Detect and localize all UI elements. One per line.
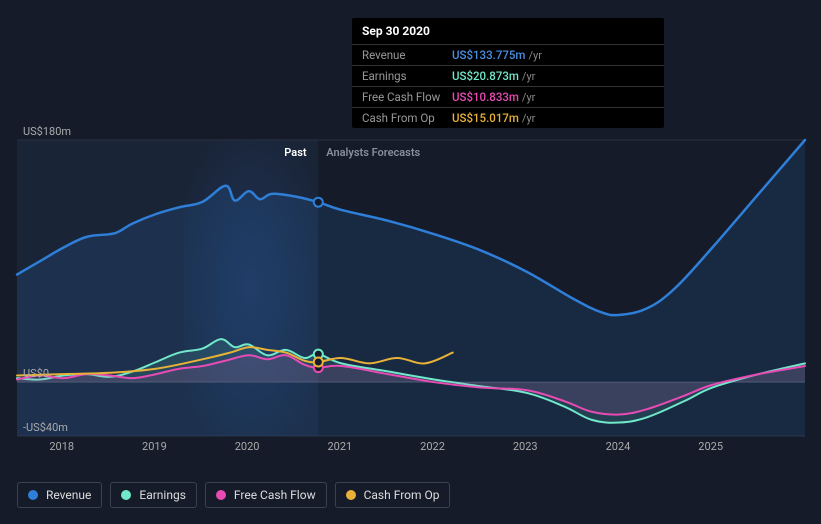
legend-swatch [121, 490, 131, 500]
legend-swatch [346, 490, 356, 500]
x-axis-label: 2018 [49, 440, 74, 453]
legend-label: Free Cash Flow [234, 488, 316, 502]
tooltip-row-label: Free Cash Flow [362, 90, 452, 104]
tooltip-row-value: US$15.017m [452, 111, 519, 125]
legend-item-earnings[interactable]: Earnings [110, 482, 197, 508]
tooltip-row: RevenueUS$133.775m/yr [352, 44, 664, 65]
tooltip-row: EarningsUS$20.873m/yr [352, 65, 664, 86]
hover-tooltip: Sep 30 2020 RevenueUS$133.775m/yrEarning… [352, 18, 664, 128]
tooltip-row-unit: /yr [528, 49, 541, 62]
y-axis-label: US$180m [23, 125, 71, 138]
forecast-label: Analysts Forecasts [326, 146, 420, 159]
x-axis-label: 2025 [698, 440, 723, 453]
x-axis-label: 2024 [606, 440, 631, 453]
tooltip-row-label: Revenue [362, 48, 452, 62]
legend-label: Earnings [139, 488, 186, 502]
legend-swatch [216, 490, 226, 500]
x-axis-label: 2021 [327, 440, 352, 453]
legend-label: Revenue [46, 488, 91, 502]
legend-swatch [28, 490, 38, 500]
y-axis-label: US$0 [23, 367, 49, 380]
tooltip-row-label: Cash From Op [362, 111, 452, 125]
legend-item-free-cash-flow[interactable]: Free Cash Flow [205, 482, 327, 508]
legend: Revenue Earnings Free Cash Flow Cash From O… [17, 482, 450, 508]
y-axis-label: -US$40m [23, 421, 68, 434]
tooltip-row: Cash From OpUS$15.017m/yr [352, 107, 664, 128]
tooltip-row-unit: /yr [522, 112, 535, 125]
tooltip-row-unit: /yr [522, 91, 535, 104]
tooltip-row-label: Earnings [362, 69, 452, 83]
tooltip-row-value: US$20.873m [452, 69, 519, 83]
x-axis-label: 2020 [235, 440, 260, 453]
x-axis-label: 2023 [513, 440, 538, 453]
tooltip-row-value: US$10.833m [452, 90, 519, 104]
past-label: Past [284, 146, 306, 159]
tooltip-row-value: US$133.775m [452, 48, 525, 62]
tooltip-row-unit: /yr [522, 70, 535, 83]
legend-item-revenue[interactable]: Revenue [17, 482, 102, 508]
tooltip-row: Free Cash FlowUS$10.833m/yr [352, 86, 664, 107]
legend-label: Cash From Op [364, 488, 440, 502]
legend-item-cash-from-op[interactable]: Cash From Op [335, 482, 451, 508]
tooltip-date: Sep 30 2020 [352, 18, 664, 44]
x-axis-label: 2019 [142, 440, 167, 453]
x-axis-label: 2022 [420, 440, 445, 453]
